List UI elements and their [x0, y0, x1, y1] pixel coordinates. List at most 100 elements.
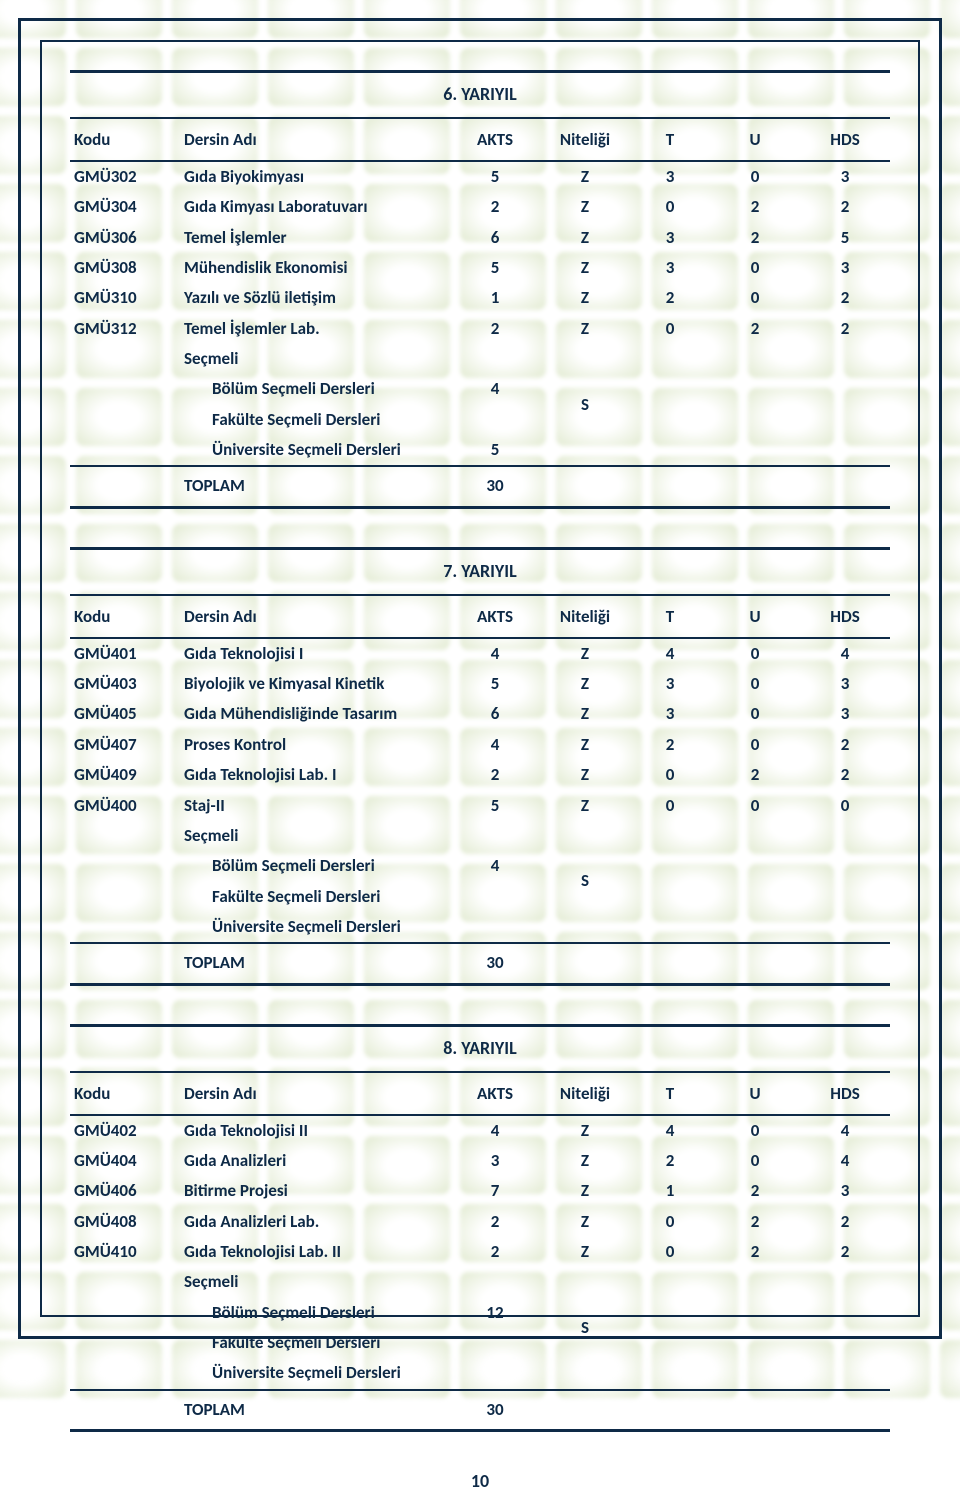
col-dersin-adi: Dersin Adı: [180, 119, 450, 161]
universite-label: Üniversite Seçmeli Dersleri: [180, 435, 450, 466]
cell-u: 0: [710, 161, 800, 192]
cell-kod: GMÜ410: [70, 1237, 180, 1267]
fakulte-label: Fakülte Seçmeli Dersleri: [180, 882, 450, 912]
cell-nit: Z: [540, 1207, 630, 1237]
secmeli-label: Seçmeli: [180, 821, 450, 851]
col-akts: AKTS: [450, 596, 540, 638]
col-hds: HDS: [800, 119, 890, 161]
cell-u: 0: [710, 638, 800, 669]
bolum-akts: 12: [450, 1298, 540, 1328]
cell-kod: GMÜ302: [70, 161, 180, 192]
cell-t: 2: [630, 283, 710, 313]
cell-t: 0: [630, 791, 710, 821]
cell-nit: Z: [540, 314, 630, 344]
course-row: GMÜ407 Proses Kontrol 4 Z 2 0 2: [70, 730, 890, 760]
semester-block: 7. YARIYIL Kodu Dersin Adı AKTS Niteliği…: [70, 547, 890, 986]
cell-akts: 2: [450, 192, 540, 222]
cell-name: Gıda Teknolojisi I: [180, 638, 450, 669]
cell-t: 3: [630, 669, 710, 699]
col-dersin-adi: Dersin Adı: [180, 596, 450, 638]
col-akts: AKTS: [450, 119, 540, 161]
cell-hds: 5: [800, 223, 890, 253]
cell-akts: 6: [450, 223, 540, 253]
toplam-row: TOPLAM 30: [70, 466, 890, 507]
secmeli-label: Seçmeli: [180, 1267, 450, 1297]
col-kodu: Kodu: [70, 1073, 180, 1115]
secmeli-header-row: Seçmeli: [70, 821, 890, 851]
cell-akts: 4: [450, 730, 540, 760]
col-niteligi: Niteliği: [540, 119, 630, 161]
cell-u: 0: [710, 669, 800, 699]
inner-border: 6. YARIYIL Kodu Dersin Adı AKTS Niteliği…: [40, 40, 920, 1317]
cell-name: Gıda Teknolojisi Lab. II: [180, 1237, 450, 1267]
universite-akts: [450, 912, 540, 943]
cell-kod: GMÜ304: [70, 192, 180, 222]
col-u: U: [710, 596, 800, 638]
course-row: GMÜ404 Gıda Analizleri 3 Z 2 0 4: [70, 1146, 890, 1176]
cell-hds: 3: [800, 161, 890, 192]
cell-u: 0: [710, 1115, 800, 1146]
cell-kod: GMÜ402: [70, 1115, 180, 1146]
col-akts: AKTS: [450, 1073, 540, 1115]
cell-u: 2: [710, 314, 800, 344]
cell-kod: GMÜ405: [70, 699, 180, 729]
col-hds: HDS: [800, 596, 890, 638]
cell-kod: GMÜ404: [70, 1146, 180, 1176]
cell-t: 2: [630, 1146, 710, 1176]
universite-secmeli-row: Üniversite Seçmeli Dersleri 5: [70, 435, 890, 466]
cell-nit: Z: [540, 253, 630, 283]
cell-nit: Z: [540, 1237, 630, 1267]
cell-u: 0: [710, 253, 800, 283]
bolum-secmeli-row: Bölüm Seçmeli Dersleri 4 S: [70, 851, 890, 881]
cell-akts: 5: [450, 791, 540, 821]
cell-nit: Z: [540, 699, 630, 729]
cell-kod: GMÜ407: [70, 730, 180, 760]
cell-t: 0: [630, 1237, 710, 1267]
cell-u: 2: [710, 1176, 800, 1206]
cell-kod: GMÜ400: [70, 791, 180, 821]
cell-u: 2: [710, 760, 800, 790]
universite-akts: 5: [450, 435, 540, 466]
semester-title: 8. YARIYIL: [70, 1024, 890, 1073]
cell-u: 0: [710, 730, 800, 760]
cell-hds: 3: [800, 699, 890, 729]
cell-hds: 0: [800, 791, 890, 821]
col-kodu: Kodu: [70, 596, 180, 638]
cell-u: 0: [710, 699, 800, 729]
cell-u: 0: [710, 283, 800, 313]
cell-name: Biyolojik ve Kimyasal Kinetik: [180, 669, 450, 699]
cell-hds: 2: [800, 314, 890, 344]
cell-t: 2: [630, 730, 710, 760]
cell-nit: Z: [540, 760, 630, 790]
cell-hds: 3: [800, 253, 890, 283]
cell-name: Gıda Teknolojisi Lab. I: [180, 760, 450, 790]
secmeli-nitelik: S: [540, 1298, 630, 1359]
cell-name: Mühendislik Ekonomisi: [180, 253, 450, 283]
table-header-row: Kodu Dersin Adı AKTS Niteliği T U HDS: [70, 119, 890, 161]
toplam-value: 30: [450, 466, 540, 507]
cell-u: 2: [710, 223, 800, 253]
cell-name: Proses Kontrol: [180, 730, 450, 760]
secmeli-header-row: Seçmeli: [70, 344, 890, 374]
col-t: T: [630, 1073, 710, 1115]
cell-name: Gıda Analizleri Lab.: [180, 1207, 450, 1237]
universite-secmeli-row: Üniversite Seçmeli Dersleri: [70, 912, 890, 943]
toplam-value: 30: [450, 1390, 540, 1431]
page-number: 10: [70, 1470, 890, 1492]
secmeli-nitelik: S: [540, 374, 630, 435]
cell-akts: 2: [450, 1237, 540, 1267]
cell-t: 1: [630, 1176, 710, 1206]
cell-nit: Z: [540, 161, 630, 192]
fakulte-label: Fakülte Seçmeli Dersleri: [180, 1328, 450, 1358]
col-hds: HDS: [800, 1073, 890, 1115]
cell-t: 0: [630, 192, 710, 222]
cell-kod: GMÜ310: [70, 283, 180, 313]
cell-nit: Z: [540, 283, 630, 313]
cell-hds: 3: [800, 669, 890, 699]
cell-hds: 2: [800, 1207, 890, 1237]
fakulte-label: Fakülte Seçmeli Dersleri: [180, 405, 450, 435]
cell-u: 2: [710, 1237, 800, 1267]
cell-akts: 2: [450, 760, 540, 790]
cell-hds: 3: [800, 1176, 890, 1206]
cell-akts: 4: [450, 1115, 540, 1146]
